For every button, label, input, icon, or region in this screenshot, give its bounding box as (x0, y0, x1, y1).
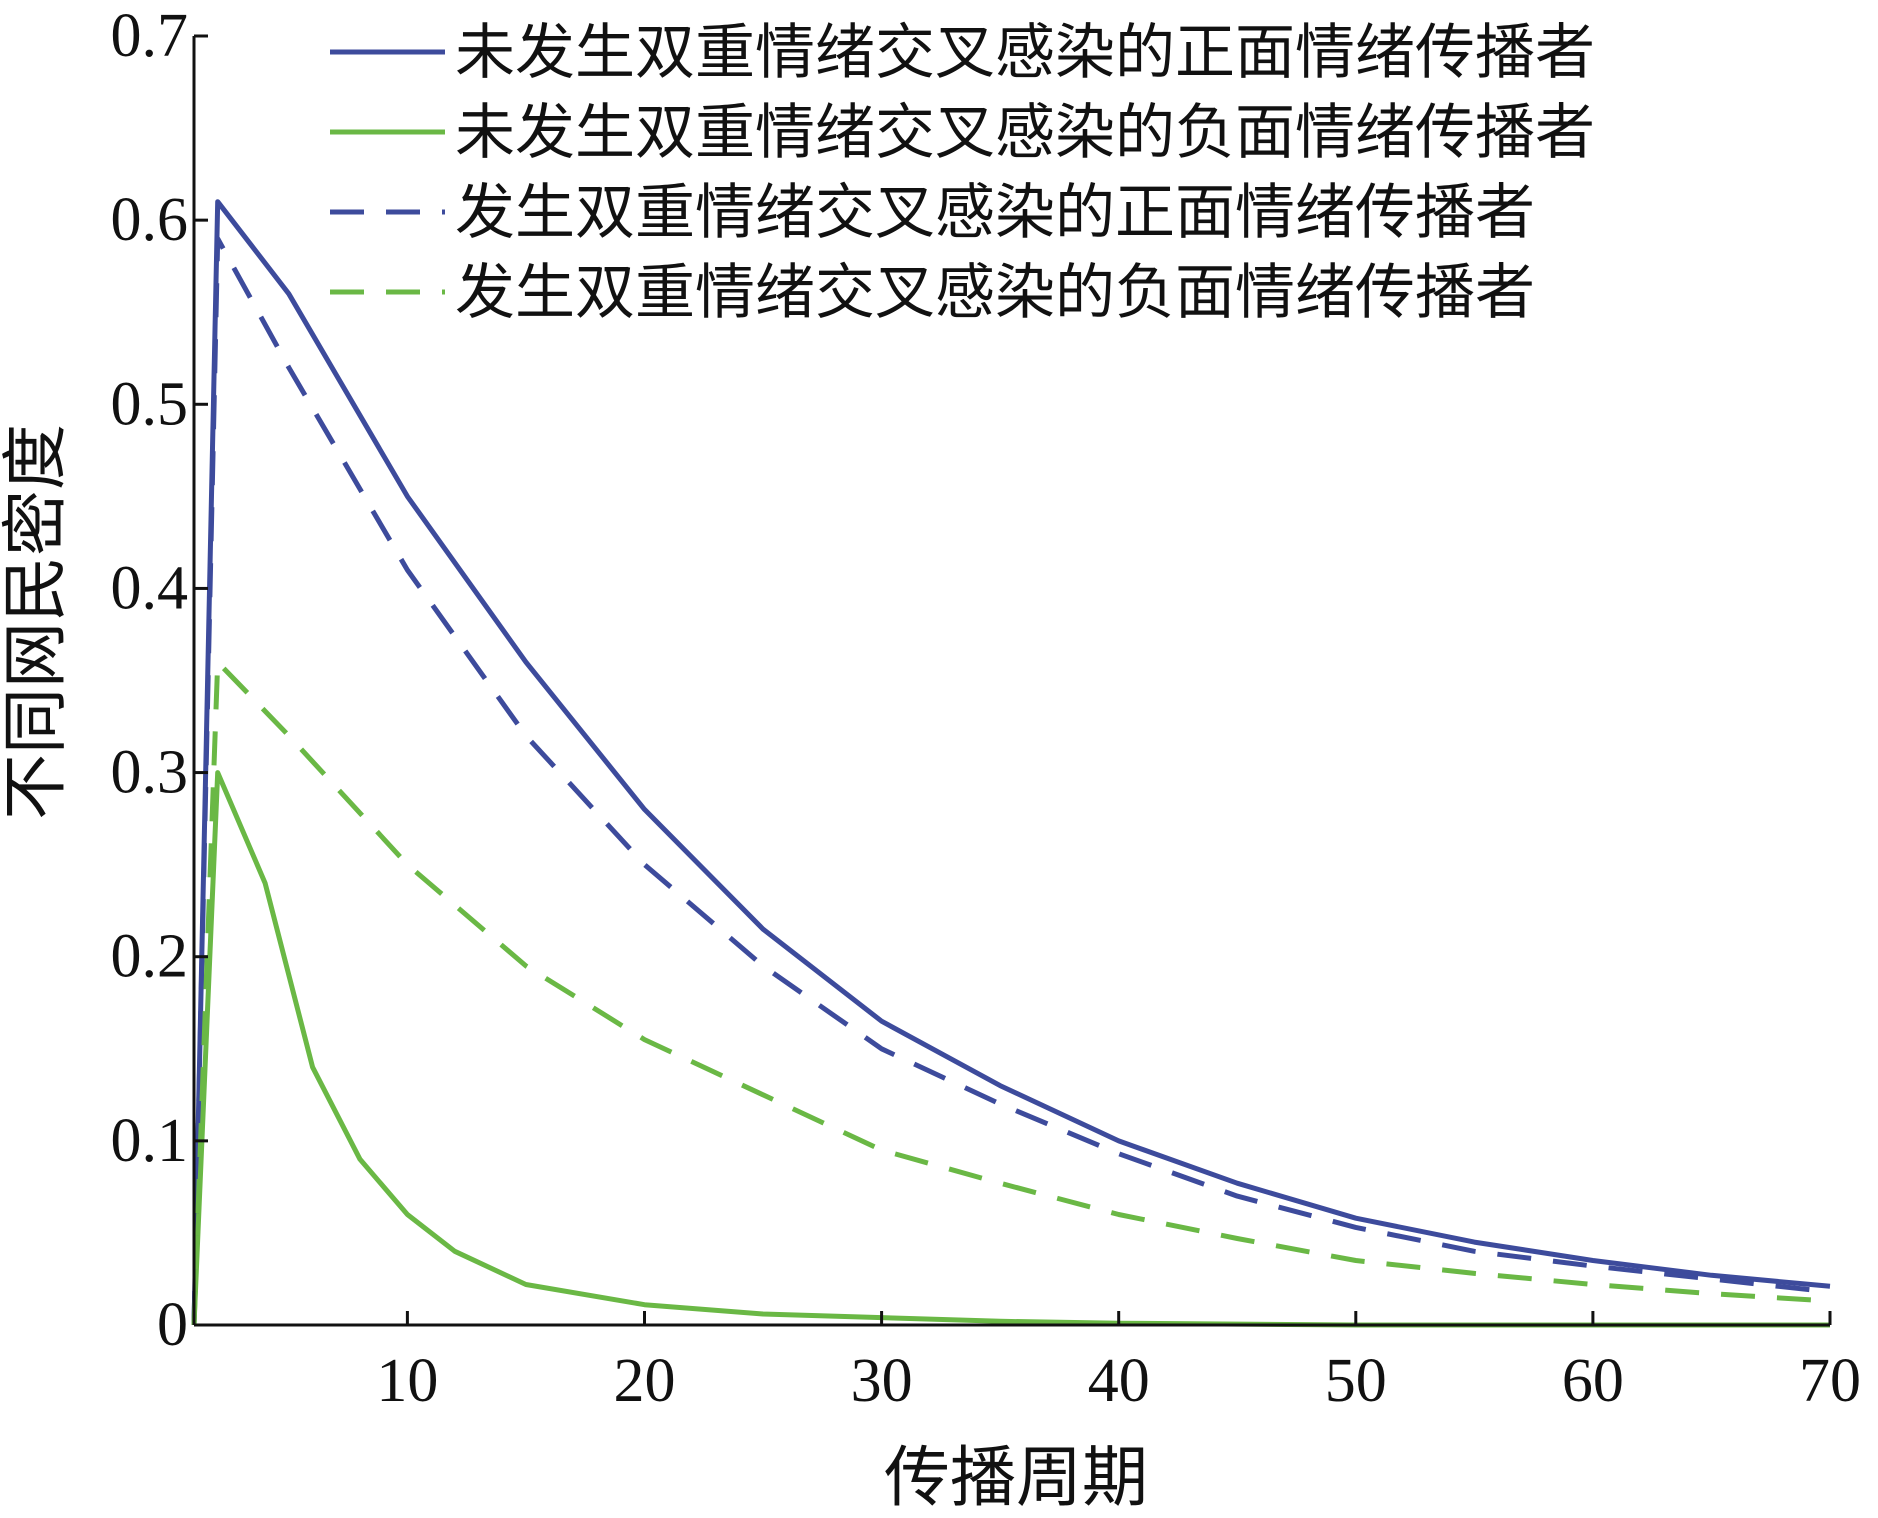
y-tick-label: 0.7 (111, 2, 189, 70)
x-axis-label: 传播周期 (884, 1439, 1148, 1516)
x-tick-label: 50 (1325, 1347, 1387, 1415)
x-tick-label: 30 (851, 1347, 913, 1415)
y-tick-label: 0.5 (111, 370, 189, 438)
y-tick-label: 0 (157, 1291, 188, 1359)
y-tick-label: 0.1 (111, 1107, 189, 1175)
legend-label-1: 未发生双重情绪交叉感染的正面情绪传播者 (455, 18, 1595, 88)
legend-label-2: 未发生双重情绪交叉感染的负面情绪传播者 (455, 98, 1595, 168)
series-line-4 (191, 659, 1831, 1326)
x-tick-label: 60 (1562, 1347, 1624, 1415)
y-axis-label: 不同网民密度 (0, 424, 74, 820)
series-line-2 (191, 770, 1830, 1328)
legend: 未发生双重情绪交叉感染的正面情绪传播者未发生双重情绪交叉感染的负面情绪传播者发生… (330, 18, 1595, 328)
y-tick-label: 0.6 (111, 186, 189, 254)
ticks: 10 20 30 40 50 60 70 0 0.1 0.2 0.3 0.4 0.5 0.6 0.7 (111, 2, 1862, 1415)
x-tick-label: 40 (1088, 1347, 1150, 1415)
plot-lines (191, 199, 1831, 1328)
x-tick-label: 20 (613, 1347, 675, 1415)
series-line-1 (191, 199, 1831, 1326)
axes (192, 36, 1830, 1327)
x-tick-label: 10 (376, 1347, 438, 1415)
legend-label-4: 发生双重情绪交叉感染的负面情绪传播者 (455, 258, 1535, 328)
y-tick-label: 0.4 (111, 554, 189, 622)
y-tick-label: 0.3 (111, 739, 189, 807)
y-tick-label: 0.2 (111, 923, 189, 991)
x-tick-label: 70 (1799, 1347, 1861, 1415)
series-line-3 (191, 236, 1831, 1326)
legend-label-3: 发生双重情绪交叉感染的正面情绪传播者 (455, 178, 1535, 248)
